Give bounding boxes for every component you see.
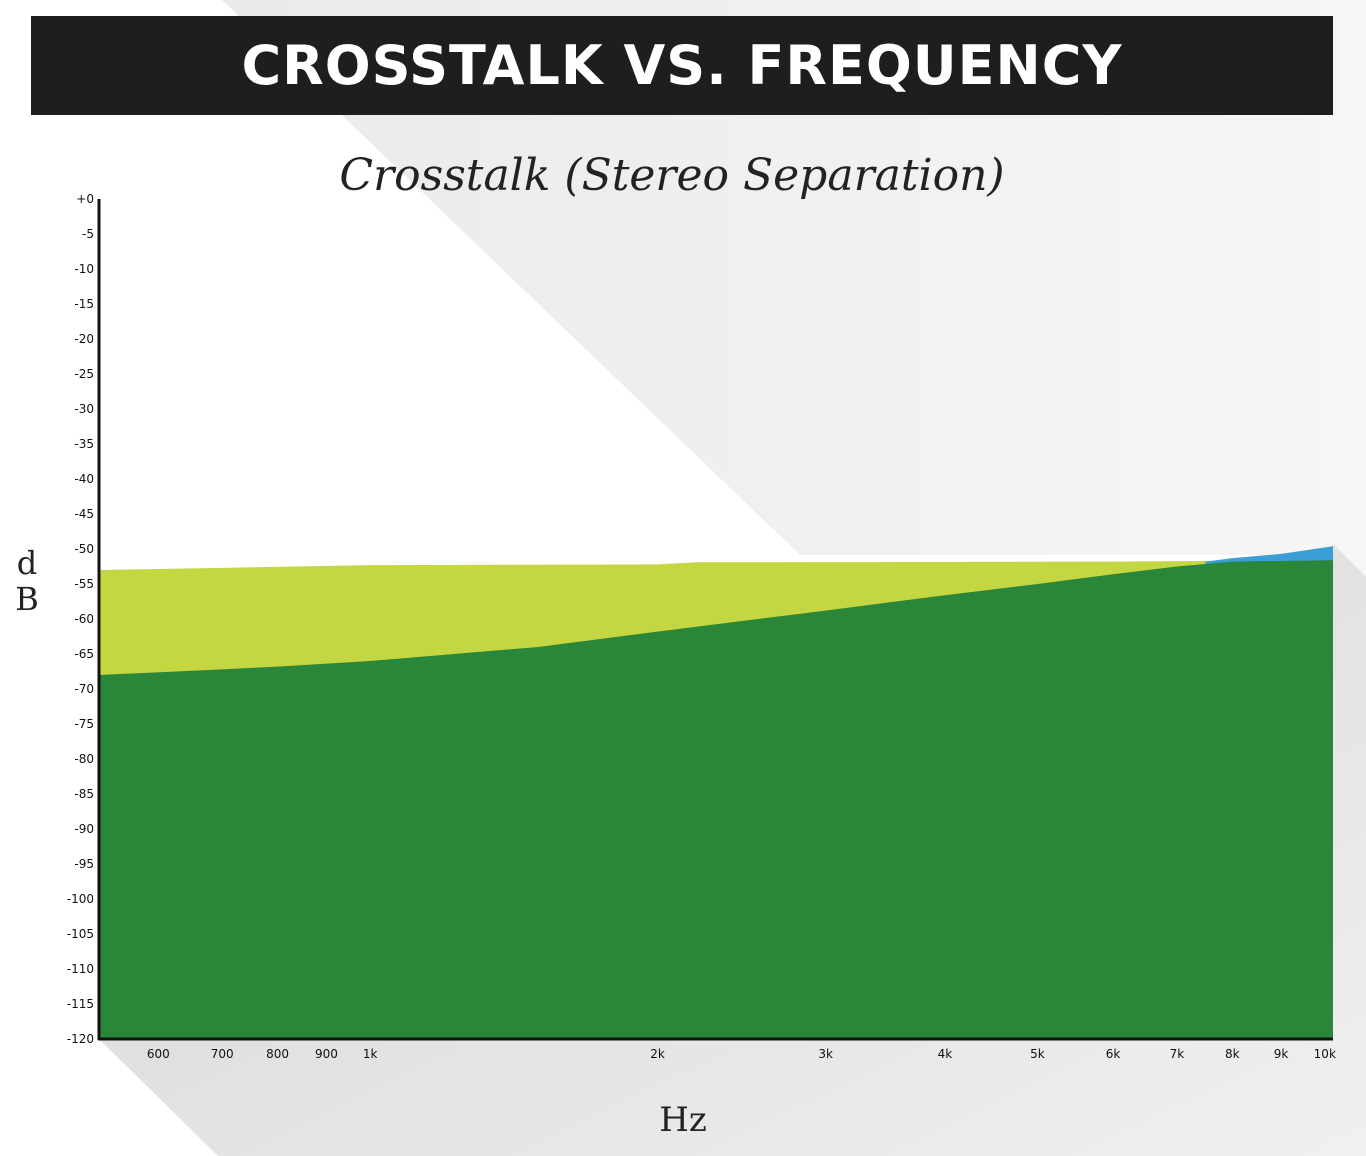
x-tick-label: 7k [1170, 1047, 1185, 1061]
x-tick-label: 10k [1314, 1047, 1336, 1061]
x-ticks: 600 700 800 900 1k 2k 3k 4k 5k 6k 7k 8k 9k 10k [147, 1047, 1336, 1061]
y-tick-label: -75 [74, 717, 94, 731]
y-tick-label: -95 [74, 857, 94, 871]
x-tick-label: 900 [315, 1047, 338, 1061]
y-tick-label: -120 [67, 1032, 94, 1046]
page-title: CROSSTALK VS. FREQUENCY [241, 34, 1123, 97]
y-tick-label: -35 [74, 437, 94, 451]
x-axis-label: Hz [659, 1100, 707, 1140]
y-tick-label: -110 [67, 962, 94, 976]
series-area-2 [99, 560, 1333, 1039]
x-tick-label: 8k [1225, 1047, 1240, 1061]
x-tick-label: 6k [1106, 1047, 1121, 1061]
y-axis-label: d B [12, 545, 42, 617]
y-tick-label: -20 [74, 332, 94, 346]
title-bar: CROSSTALK VS. FREQUENCY [31, 16, 1333, 115]
y-tick-label: -85 [74, 787, 94, 801]
axes [97, 199, 1333, 1041]
x-tick-label: 700 [211, 1047, 234, 1061]
y-tick-label: -15 [74, 297, 94, 311]
y-tick-label: -30 [74, 402, 94, 416]
x-tick-label: 600 [147, 1047, 170, 1061]
x-tick-label: 2k [650, 1047, 665, 1061]
y-tick-label: -90 [74, 822, 94, 836]
y-tick-label: -10 [74, 262, 94, 276]
y-tick-label: -100 [67, 892, 94, 906]
y-tick-label: -50 [74, 542, 94, 556]
y-tick-label: -65 [74, 647, 94, 661]
x-tick-label: 1k [363, 1047, 378, 1061]
x-tick-label: 5k [1030, 1047, 1045, 1061]
y-tick-label: -40 [74, 472, 94, 486]
y-tick-label: -45 [74, 507, 94, 521]
x-tick-label: 9k [1274, 1047, 1289, 1061]
y-tick-label: +0 [76, 192, 94, 206]
y-tick-label: -25 [74, 367, 94, 381]
y-tick-label: -70 [74, 682, 94, 696]
y-tick-label: -80 [74, 752, 94, 766]
y-tick-label: -60 [74, 612, 94, 626]
x-tick-label: 4k [938, 1047, 953, 1061]
y-tick-label: -5 [82, 227, 94, 241]
chart-title: Crosstalk (Stereo Separation) [339, 150, 1005, 201]
y-ticks: +0 -5 -10 -15 -20 -25 -30 -35 -40 -45 -50 -55 -60 -65… [67, 192, 94, 1046]
series-areas [99, 546, 1333, 1039]
y-axis-label-line: B [15, 580, 39, 618]
y-axis-label-line: d [16, 544, 38, 582]
y-tick-label: -105 [67, 927, 94, 941]
y-tick-label: -55 [74, 577, 94, 591]
y-tick-label: -115 [67, 997, 94, 1011]
x-tick-label: 800 [266, 1047, 289, 1061]
x-tick-label: 3k [818, 1047, 833, 1061]
